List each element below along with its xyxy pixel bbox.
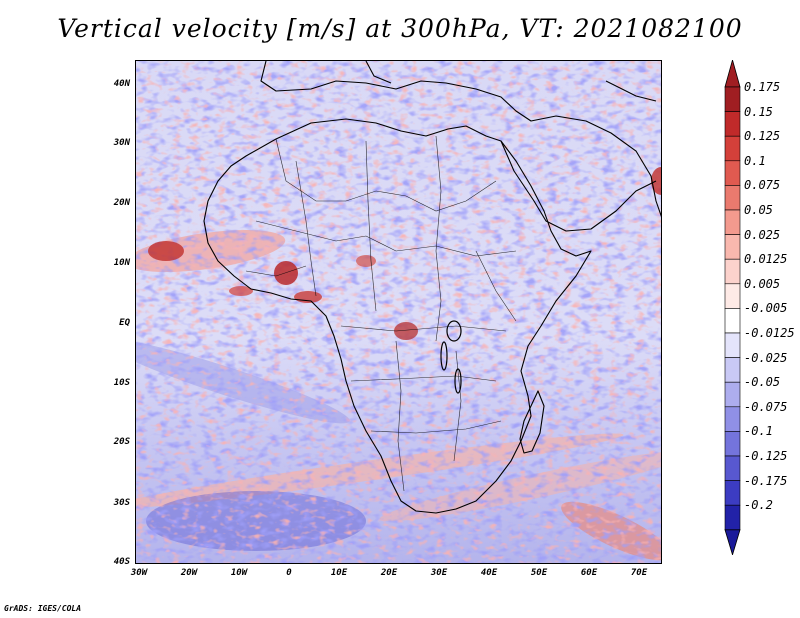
madagascar-coastline (519, 390, 545, 454)
lon-tick-label: 30E (430, 568, 448, 578)
colorbar-swatch (724, 258, 741, 285)
lon-tick-label: 40E (480, 568, 498, 578)
colorbar-swatch (724, 381, 741, 408)
colorbar-level-label: -0.05 (744, 375, 781, 390)
lat-tick-label: 20S (113, 437, 130, 447)
colorbar-level-label: -0.025 (744, 350, 788, 365)
lat-tick-label: 30S (113, 498, 130, 508)
convection-cell (394, 322, 418, 340)
mediterranean-arabia-coast (260, 61, 661, 217)
vertical-velocity-field (136, 61, 661, 563)
colorbar-swatch (724, 185, 741, 211)
convection-cell (274, 261, 298, 285)
convection-cell (148, 241, 184, 261)
lon-tick-label: 0 (286, 568, 292, 578)
colorbar-level-label: 0.1 (744, 153, 766, 168)
lat-tick-label: 40S (113, 557, 130, 567)
map-panel (135, 60, 662, 564)
coastlines (203, 61, 661, 514)
colorbar-swatch (724, 135, 741, 162)
colorbar-level-label: 0.175 (744, 80, 781, 94)
lon-tick-label: 20E (380, 568, 398, 578)
lon-tick-label: 70E (630, 568, 648, 578)
africa-coastline (203, 118, 592, 514)
colorbar-swatch (724, 111, 741, 137)
colorbar-level-label: -0.0125 (744, 326, 795, 340)
colorbar-level-label: -0.1 (744, 424, 773, 439)
lon-tick-label: 60E (580, 568, 598, 578)
colorbar-swatch (724, 209, 741, 235)
colorbar-bottom-arrow (724, 529, 741, 555)
colorbar-level-label: -0.005 (744, 301, 788, 316)
colorbar-swatch (724, 283, 741, 309)
plot-title: Vertical velocity [m/s] at 300hPa, VT: 2… (57, 14, 743, 43)
colorbar-top-arrow (724, 60, 741, 88)
lon-tick-label: 10W (230, 568, 248, 578)
colorbar-swatch (724, 86, 741, 112)
colorbar-swatch (724, 357, 741, 383)
colorbar-level-label: 0.125 (744, 129, 781, 144)
colorbar-level-label: -0.125 (744, 449, 788, 463)
colorbar-level-label: -0.175 (744, 473, 788, 488)
colorbar-swatch (724, 160, 741, 186)
red-sea-arabia-coast (500, 140, 657, 232)
lon-tick-label: 20W (180, 568, 198, 578)
lat-tick-label: EQ (119, 318, 130, 328)
lon-tick-label: 10E (330, 568, 348, 578)
colorbar-swatch (724, 431, 741, 457)
grads-credit: GrADS: IGES/COLA (4, 604, 82, 613)
great-lakes (440, 320, 462, 394)
colorbar-level-label: -0.075 (744, 399, 788, 414)
colorbar-level-label: 0.025 (744, 227, 781, 242)
lat-tick-label: 30N (113, 138, 130, 148)
colorbar-swatch (724, 234, 741, 260)
colorbar (724, 60, 741, 555)
asia-coast (605, 80, 657, 102)
field-texture (136, 61, 661, 563)
colorbar-swatch (724, 308, 741, 334)
colorbar-level-label: 0.005 (744, 276, 781, 291)
colorbar-swatch (724, 406, 741, 432)
lat-tick-label: 20N (113, 198, 130, 208)
convection-cell (229, 286, 253, 296)
lon-tick-label: 50E (530, 568, 548, 578)
italy-coast (365, 61, 392, 84)
country-borders (245, 135, 517, 492)
colorbar-swatch (724, 332, 741, 358)
lon-tick-label: 30W (130, 568, 148, 578)
colorbar-swatch (724, 480, 741, 506)
colorbar-level-label: 0.0125 (744, 252, 788, 267)
colorbar-swatch (724, 455, 741, 481)
lat-tick-label: 10N (113, 258, 130, 268)
colorbar-level-label: 0.05 (744, 203, 773, 217)
colorbar-level-label: 0.15 (744, 104, 773, 119)
colorbar-swatch (724, 504, 741, 531)
lat-tick-label: 10S (113, 378, 130, 388)
colorbar-level-label: 0.075 (744, 178, 781, 193)
lat-tick-label: 40N (113, 79, 130, 89)
convection-cell (356, 255, 376, 267)
colorbar-level-label: -0.2 (744, 498, 773, 513)
